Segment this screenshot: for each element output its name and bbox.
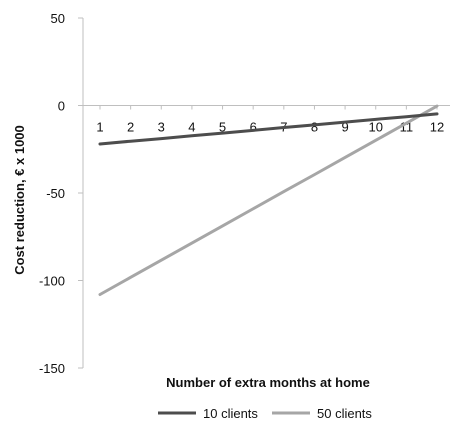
y-tick-label: 0 [58, 99, 65, 114]
x-tick-label: 9 [341, 120, 348, 135]
x-tick-label: 12 [430, 120, 444, 135]
series-line-1 [98, 112, 439, 146]
x-tick-label: 11 [400, 120, 414, 135]
x-tick-label: 3 [158, 120, 165, 135]
legend: 10 clients 50 clients [158, 406, 372, 421]
x-tick-label: 1 [96, 120, 103, 135]
x-tick-label: 10 [368, 120, 382, 135]
x-tick-label: 2 [127, 120, 134, 135]
y-tick-label: -150 [39, 361, 65, 376]
y-tick-label: -50 [46, 186, 65, 201]
y-tick-label: 50 [51, 11, 65, 26]
series-lines [98, 104, 439, 296]
x-tick-label: 8 [311, 120, 318, 135]
y-tick-labels: 50 0 -50 -100 -150 [39, 11, 65, 376]
legend-label-1: 10 clients [203, 406, 258, 421]
x-tick-label: 4 [188, 120, 195, 135]
x-tick-label: 6 [250, 120, 257, 135]
series-line-2 [98, 104, 439, 296]
x-tick-label: 5 [219, 120, 226, 135]
legend-label-2: 50 clients [317, 406, 372, 421]
y-axis-title: Cost reduction, € x 1000 [12, 125, 27, 275]
x-axis-title: Number of extra months at home [166, 375, 370, 390]
y-tick-label: -100 [39, 274, 65, 289]
axes [78, 17, 450, 369]
